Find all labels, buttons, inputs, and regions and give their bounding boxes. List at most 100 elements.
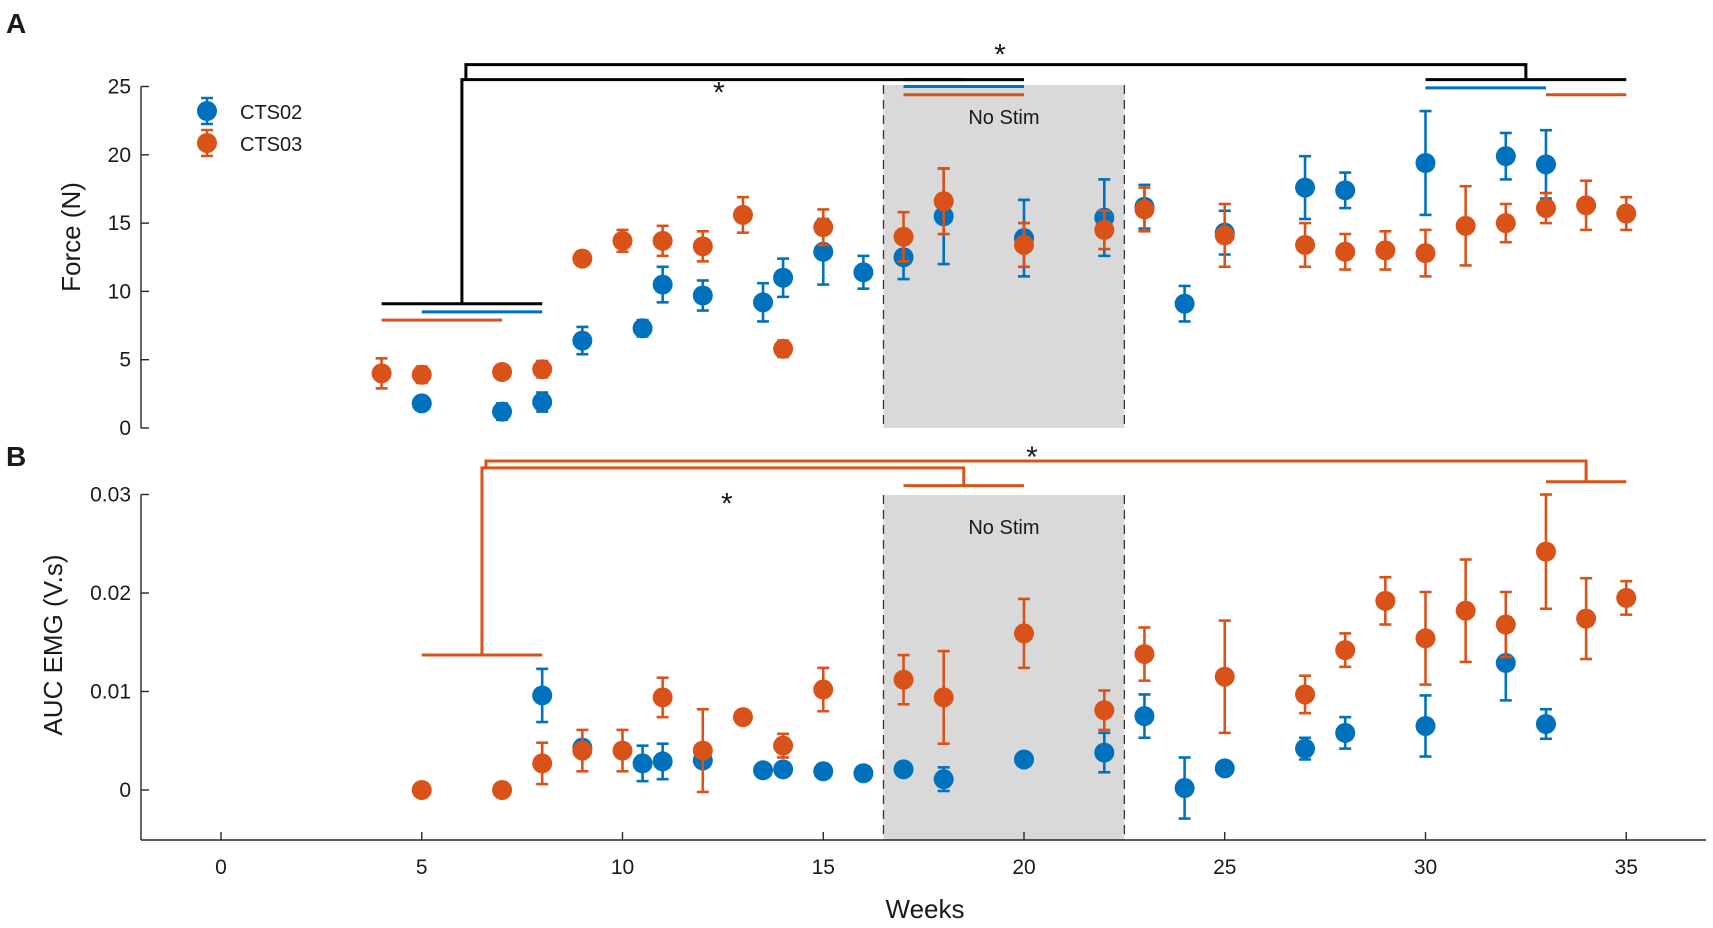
cts02-point bbox=[1295, 738, 1316, 759]
cts03-point bbox=[1214, 666, 1235, 687]
cts03-point bbox=[1616, 203, 1637, 224]
cts03-point bbox=[732, 707, 753, 728]
cts03-point bbox=[492, 361, 513, 382]
cts03-point bbox=[1335, 241, 1356, 262]
panel-a-y-tick-label: 10 bbox=[108, 280, 131, 303]
cts02-point bbox=[1014, 749, 1034, 770]
cts02-point bbox=[1535, 154, 1556, 175]
cts03-point bbox=[1014, 234, 1034, 255]
panel-b-y-axis-label: AUC EMG (V.s) bbox=[38, 554, 68, 735]
x-tick-label: 35 bbox=[1615, 856, 1638, 879]
cts02-point bbox=[933, 769, 954, 790]
legend-cts02-marker bbox=[197, 101, 217, 121]
cts02-point bbox=[1535, 714, 1556, 735]
cts03-point bbox=[732, 204, 753, 225]
cts02-point bbox=[632, 318, 653, 339]
cts03-point bbox=[1295, 684, 1316, 705]
cts02-point bbox=[1335, 722, 1356, 743]
cts03-point bbox=[1094, 700, 1115, 721]
cts03-point bbox=[1094, 219, 1115, 240]
significance-star: * bbox=[713, 77, 725, 110]
cts02-point bbox=[1174, 778, 1195, 799]
cts03-point bbox=[1134, 199, 1155, 220]
cts02-point bbox=[893, 759, 914, 780]
cts03-point bbox=[1535, 541, 1556, 562]
cts03-point bbox=[692, 236, 713, 257]
cts02-point bbox=[692, 285, 713, 306]
cts02-point bbox=[492, 401, 513, 422]
cts03-point bbox=[933, 687, 954, 708]
cts02-point bbox=[652, 751, 673, 772]
cts03-point bbox=[1455, 215, 1476, 236]
cts03-point bbox=[652, 687, 673, 708]
cts02-point bbox=[753, 292, 774, 313]
x-axis-label: Weeks bbox=[886, 894, 965, 924]
panel-b-no-stim-label: No Stim bbox=[968, 517, 1039, 539]
x-tick-label: 10 bbox=[611, 856, 634, 879]
cts02-point bbox=[411, 393, 432, 414]
legend-cts03-marker bbox=[197, 133, 217, 153]
cts03-point bbox=[893, 226, 914, 247]
cts03-point bbox=[1415, 628, 1436, 649]
panel-a-y-tick-label: 20 bbox=[108, 144, 131, 167]
x-tick-label: 15 bbox=[812, 856, 835, 879]
x-tick-label: 0 bbox=[215, 856, 227, 879]
cts03-point bbox=[773, 338, 794, 359]
significance-star: * bbox=[1026, 441, 1038, 474]
panel-a-y-axis-label: Force (N) bbox=[56, 182, 86, 292]
panel-b-no-stim-shade bbox=[883, 495, 1125, 840]
cts02-point bbox=[1415, 152, 1436, 173]
cts03-point bbox=[813, 217, 834, 238]
cts03-point bbox=[1616, 587, 1637, 608]
panel-a-letter: A bbox=[6, 8, 26, 39]
cts02-point bbox=[532, 685, 553, 706]
panel-b-chart: B AUC EMG (V.s) No Stim 0 0.01 0.02 0.03 0 5 1… bbox=[6, 441, 1706, 924]
cts03-point bbox=[532, 753, 553, 774]
legend-cts03-label: CTS03 bbox=[240, 134, 302, 156]
cts03-point bbox=[1375, 590, 1396, 611]
panel-b-letter: B bbox=[6, 441, 26, 472]
x-tick-label: 20 bbox=[1012, 856, 1035, 879]
cts03-point bbox=[1495, 614, 1516, 635]
significance-star: * bbox=[994, 38, 1006, 71]
cts03-point bbox=[1576, 608, 1597, 629]
cts03-point bbox=[893, 669, 914, 690]
cts03-point bbox=[411, 364, 432, 385]
cts03-point bbox=[1134, 644, 1155, 665]
panel-a-y-tick-label: 0 bbox=[119, 417, 131, 440]
cts03-point bbox=[532, 359, 553, 380]
panel-b-y-tick-label: 0.02 bbox=[90, 582, 131, 605]
bracket-baseline-vs-end bbox=[464, 63, 1528, 80]
cts02-point bbox=[532, 392, 553, 413]
cts03-point bbox=[813, 679, 834, 700]
cts02-point bbox=[1495, 146, 1516, 167]
panel-a-no-stim-region: No Stim bbox=[882, 85, 1126, 428]
panel-b-no-stim-region: No Stim bbox=[882, 495, 1126, 840]
cts03-point bbox=[1495, 213, 1516, 234]
cts02-point bbox=[632, 753, 653, 774]
cts03-point bbox=[612, 230, 633, 251]
cts03-point bbox=[1455, 600, 1476, 621]
x-tick-label: 30 bbox=[1414, 856, 1437, 879]
panel-a-y-axis: 0 5 10 15 20 25 bbox=[108, 76, 149, 440]
bracket-baseline-vs-nostim bbox=[460, 78, 964, 304]
panel-a-significance-brackets: ** bbox=[381, 38, 1627, 322]
cts03-point bbox=[1295, 234, 1316, 255]
cts03-point bbox=[692, 740, 713, 761]
panel-b-data-points bbox=[411, 493, 1637, 820]
cts02-point bbox=[853, 763, 874, 784]
cts02-point bbox=[773, 267, 794, 288]
cts03-point bbox=[1014, 623, 1034, 644]
legend-cts02-label: CTS02 bbox=[240, 102, 302, 124]
cts03-point bbox=[652, 230, 673, 251]
cts03-point bbox=[1415, 243, 1436, 264]
panel-b-axes: 0 0.01 0.02 0.03 0 5 10 15 20 25 30 35 bbox=[90, 484, 1706, 879]
panel-a-y-tick-label: 25 bbox=[108, 76, 131, 99]
cts02-point bbox=[1134, 706, 1155, 727]
x-tick-label: 5 bbox=[416, 856, 428, 879]
cts03-point bbox=[933, 191, 954, 212]
bracket-baseline-vs-nostim bbox=[480, 466, 966, 656]
cts02-point bbox=[1295, 177, 1316, 198]
